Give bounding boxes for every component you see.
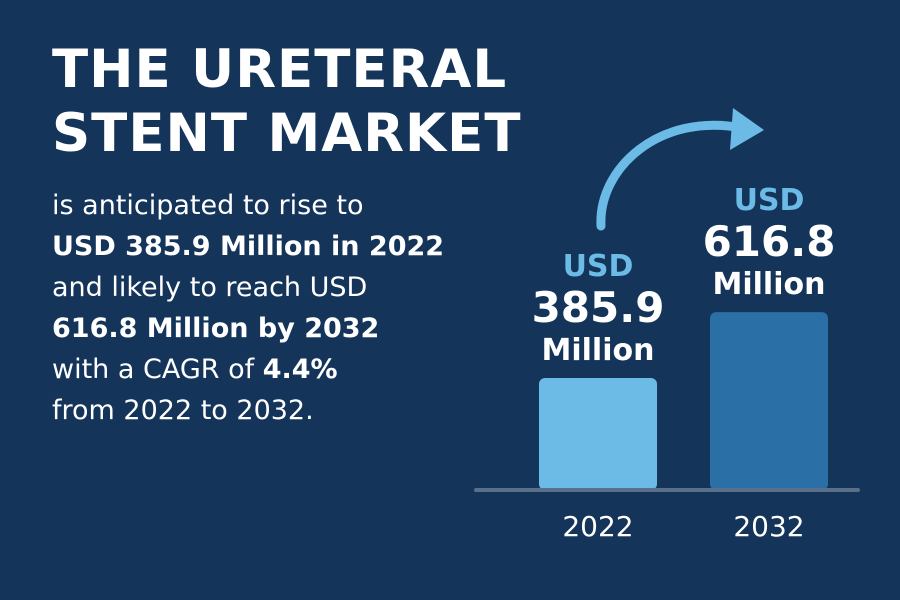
bar-2032 <box>710 312 828 490</box>
description-highlight-2022: USD 385.9 Million in 2022 <box>52 231 445 262</box>
description-cagr-value: 4.4% <box>262 354 338 385</box>
description: is anticipated to rise to USD 385.9 Mill… <box>52 185 492 431</box>
bar-2022 <box>539 378 657 490</box>
category-label-2022: 2022 <box>562 510 633 543</box>
growth-arrow-head-icon <box>730 108 764 150</box>
value-label-2022: 385.9 <box>532 283 665 332</box>
value-prefix-2032: USD <box>734 183 805 218</box>
category-label-2032: 2032 <box>733 510 804 543</box>
value-label-2032: 616.8 <box>703 217 836 266</box>
description-cagr-prefix: with a CAGR of <box>52 354 263 385</box>
page-title: THE URETERAL STENT MARKET <box>52 38 532 166</box>
value-prefix-2022: USD <box>563 249 634 284</box>
title-line-2: STENT MARKET <box>52 103 522 164</box>
description-line-6: from 2022 to 2032. <box>52 395 314 426</box>
value-unit-2022: Million <box>542 333 655 368</box>
growth-arrow-icon <box>596 120 747 231</box>
description-line-1: is anticipated to rise to <box>52 190 364 221</box>
description-line-5: with a CAGR of 4.4% <box>52 349 492 390</box>
description-line-3: and likely to reach USD <box>52 272 368 303</box>
title-line-1: THE URETERAL <box>52 39 508 100</box>
description-highlight-2032: 616.8 Million by 2032 <box>52 313 380 344</box>
description-line-4: 616.8 Million by 2032 <box>52 308 492 349</box>
value-unit-2032: Million <box>713 267 826 302</box>
description-line-2: USD 385.9 Million in 2022 <box>52 226 492 267</box>
